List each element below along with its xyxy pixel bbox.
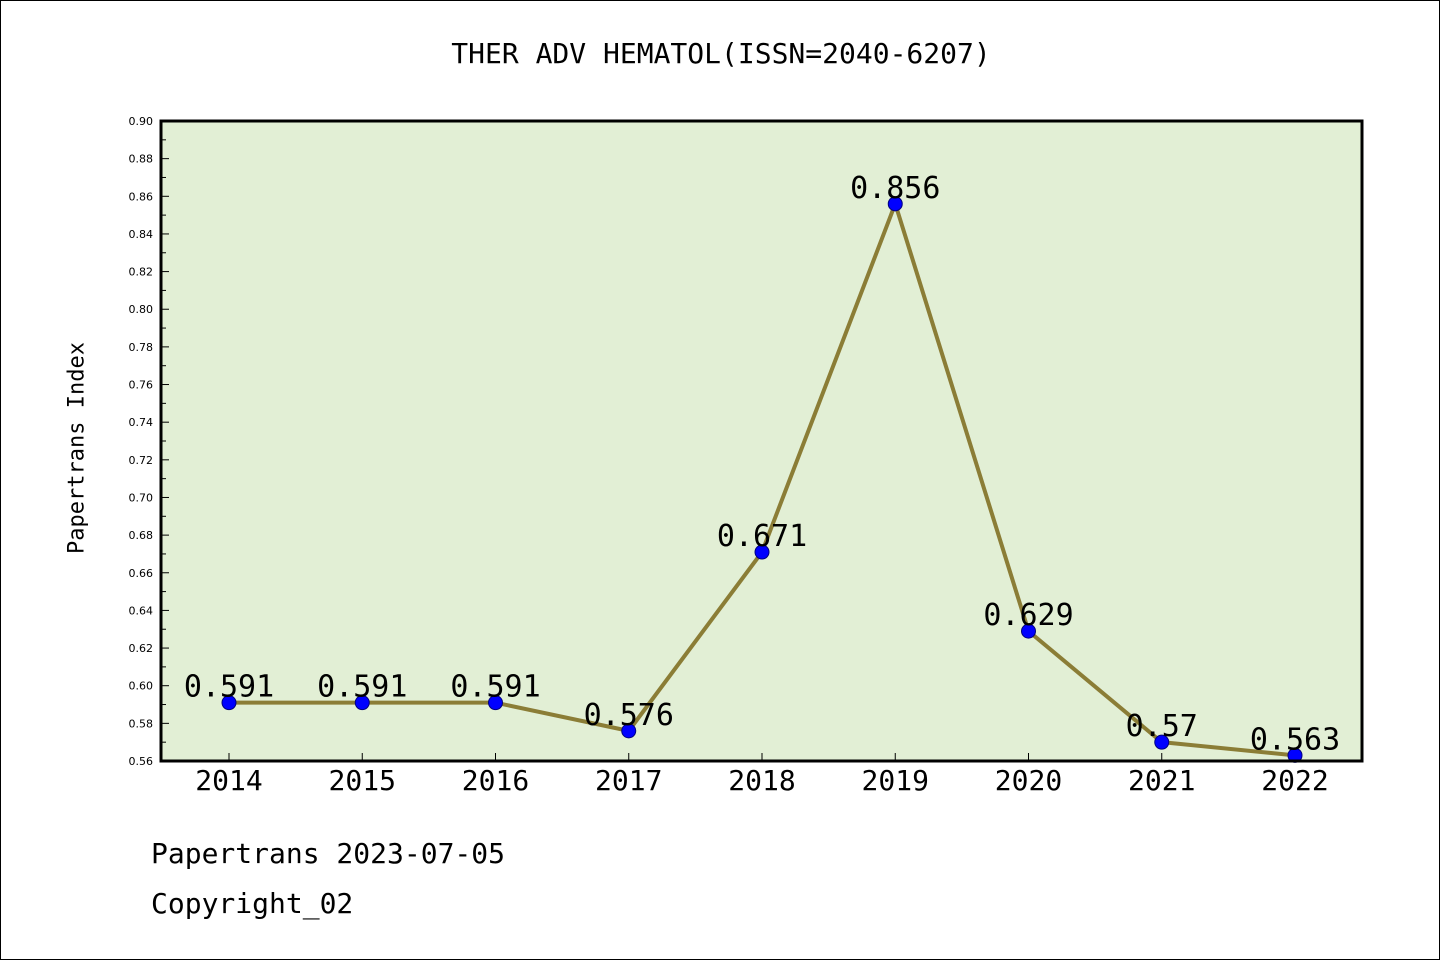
plot-area: [161, 121, 1362, 761]
data-point: [1021, 623, 1036, 639]
y-tick-label: 0.88: [129, 153, 154, 166]
data-point: [1154, 734, 1170, 750]
x-tick-label: 2018: [728, 764, 795, 797]
y-tick-label: 0.64: [129, 604, 154, 617]
x-tick-label: 2017: [595, 764, 662, 797]
y-tick-label: 0.58: [129, 717, 154, 730]
y-tick-label: 0.66: [129, 567, 154, 580]
data-label: 0.576: [584, 698, 674, 733]
data-point: [621, 723, 637, 739]
x-tick-label: 2022: [1261, 764, 1328, 797]
data-label: 0.563: [1250, 722, 1340, 757]
y-tick-label: 0.86: [129, 190, 154, 203]
y-tick-label: 0.84: [129, 228, 154, 241]
y-tick-label: 0.60: [129, 680, 154, 693]
data-point: [887, 196, 903, 212]
chart-title: THER ADV HEMATOL(ISSN=2040-6207): [451, 37, 991, 70]
y-tick-label: 0.80: [129, 303, 154, 316]
x-tick-label: 2014: [195, 764, 262, 797]
data-label: 0.591: [450, 670, 540, 705]
y-tick-label: 0.78: [129, 341, 154, 354]
data-label: 0.57: [1126, 709, 1198, 744]
y-tick-label: 0.70: [129, 491, 154, 504]
data-label: 0.671: [717, 519, 807, 554]
data-point: [488, 695, 503, 711]
x-tick-label: 2021: [1128, 764, 1195, 797]
y-tick-label: 0.90: [129, 115, 154, 128]
data-label: 0.856: [850, 171, 940, 206]
x-tick-label: 2019: [862, 764, 929, 797]
y-tick-label: 0.72: [129, 454, 154, 467]
data-point: [354, 695, 370, 711]
y-tick-label: 0.68: [129, 529, 154, 542]
data-point: [754, 544, 770, 560]
data-label: 0.591: [184, 670, 274, 705]
y-tick-label: 0.56: [129, 755, 154, 768]
footer-copyright: Copyright_02: [151, 887, 354, 920]
data-point: [221, 695, 237, 711]
data-label: 0.591: [317, 670, 407, 705]
y-tick-label: 0.62: [129, 642, 154, 655]
y-tick-label: 0.82: [129, 266, 154, 279]
y-tick-label: 0.74: [129, 416, 154, 429]
x-tick-label: 2020: [995, 764, 1062, 797]
data-label: 0.629: [983, 598, 1073, 633]
footer-date: Papertrans 2023-07-05: [151, 837, 506, 870]
x-tick-label: 2015: [329, 764, 396, 797]
y-tick-label: 0.76: [129, 379, 154, 392]
x-tick-label: 2016: [462, 764, 529, 797]
plot-frame: [159, 119, 1364, 763]
